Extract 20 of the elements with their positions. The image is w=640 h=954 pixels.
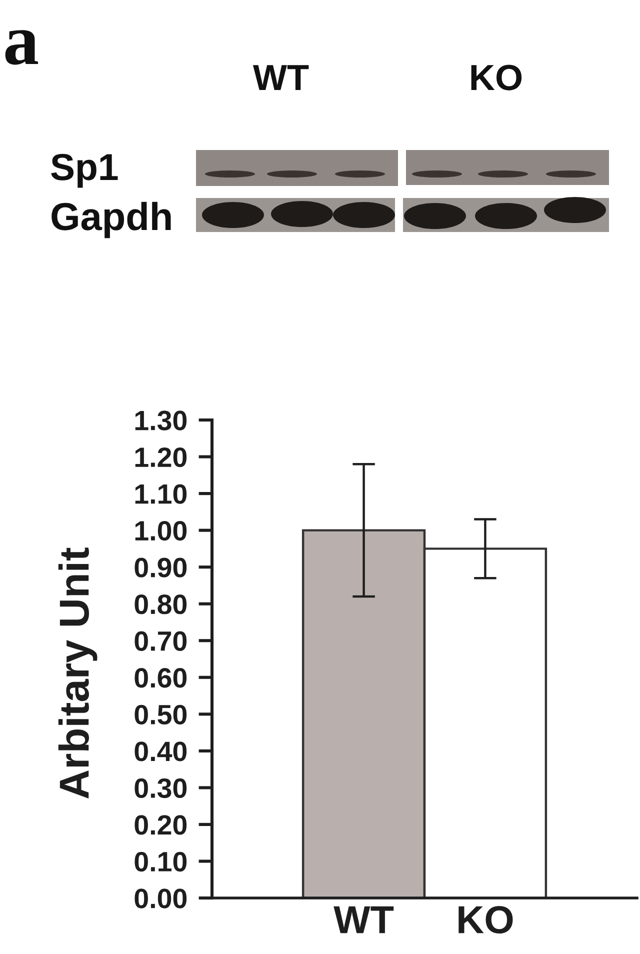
y-tick-label: 0.80 <box>134 594 187 614</box>
y-tick-label: 1.00 <box>135 520 187 541</box>
text: KO <box>471 64 522 90</box>
y-tick-label: 0.20 <box>134 815 187 835</box>
y-tick-label: 1.20 <box>135 447 187 468</box>
text: Sp1 <box>51 154 118 188</box>
y-tick-label: 0.70 <box>134 631 187 651</box>
y-tick-label: 1.10 <box>135 484 187 504</box>
y-tick-label: 0.40 <box>134 742 187 762</box>
text: Gapdh <box>52 202 171 238</box>
y-tick-label: 0.60 <box>134 668 187 688</box>
text: WT <box>252 65 309 90</box>
y-tick-label: 0.90 <box>134 558 187 578</box>
y-tick-label: 1.30 <box>135 410 187 430</box>
y-tick-label: 0.10 <box>134 852 187 872</box>
text: a <box>5 30 38 65</box>
y-tick-label: 0.00 <box>134 888 187 908</box>
y-tick-label: 0.50 <box>134 704 187 724</box>
y-tick-label: 0.30 <box>134 778 187 798</box>
y-axis-title: Arbitary Unit <box>58 548 98 798</box>
